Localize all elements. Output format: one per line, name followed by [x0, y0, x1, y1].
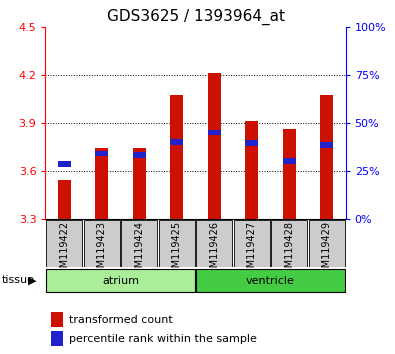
Text: GSM119428: GSM119428 — [284, 221, 294, 280]
Text: GSM119425: GSM119425 — [172, 221, 182, 280]
Bar — [245, 121, 258, 219]
Text: GSM119422: GSM119422 — [59, 221, 69, 280]
Bar — [133, 148, 146, 219]
Text: GSM119427: GSM119427 — [247, 221, 257, 280]
Bar — [95, 148, 108, 219]
Bar — [320, 142, 333, 148]
Bar — [208, 73, 221, 219]
Text: ▶: ▶ — [28, 275, 37, 285]
Text: percentile rank within the sample: percentile rank within the sample — [70, 334, 257, 344]
Text: GSM119429: GSM119429 — [322, 221, 332, 280]
FancyBboxPatch shape — [196, 269, 345, 292]
FancyBboxPatch shape — [196, 220, 232, 267]
Text: transformed count: transformed count — [70, 315, 173, 325]
Bar — [51, 312, 64, 327]
FancyBboxPatch shape — [84, 220, 120, 267]
Text: tissue: tissue — [2, 275, 35, 285]
Text: ventricle: ventricle — [246, 275, 295, 286]
Title: GDS3625 / 1393964_at: GDS3625 / 1393964_at — [107, 9, 284, 25]
Bar — [283, 129, 296, 219]
Bar — [283, 158, 296, 164]
Text: GSM119426: GSM119426 — [209, 221, 219, 280]
Text: GSM119424: GSM119424 — [134, 221, 144, 280]
Bar — [245, 140, 258, 146]
Bar — [51, 331, 64, 346]
Bar — [58, 180, 71, 219]
Text: atrium: atrium — [102, 275, 139, 286]
FancyBboxPatch shape — [159, 220, 195, 267]
Bar — [133, 152, 146, 158]
Bar — [95, 151, 108, 156]
Bar — [170, 139, 183, 145]
FancyBboxPatch shape — [46, 220, 82, 267]
FancyBboxPatch shape — [309, 220, 345, 267]
FancyBboxPatch shape — [46, 269, 195, 292]
Bar — [170, 95, 183, 219]
Bar — [320, 95, 333, 219]
FancyBboxPatch shape — [121, 220, 157, 267]
Bar — [58, 161, 71, 167]
FancyBboxPatch shape — [271, 220, 307, 267]
FancyBboxPatch shape — [234, 220, 270, 267]
Text: GSM119423: GSM119423 — [97, 221, 107, 280]
Bar — [208, 130, 221, 136]
